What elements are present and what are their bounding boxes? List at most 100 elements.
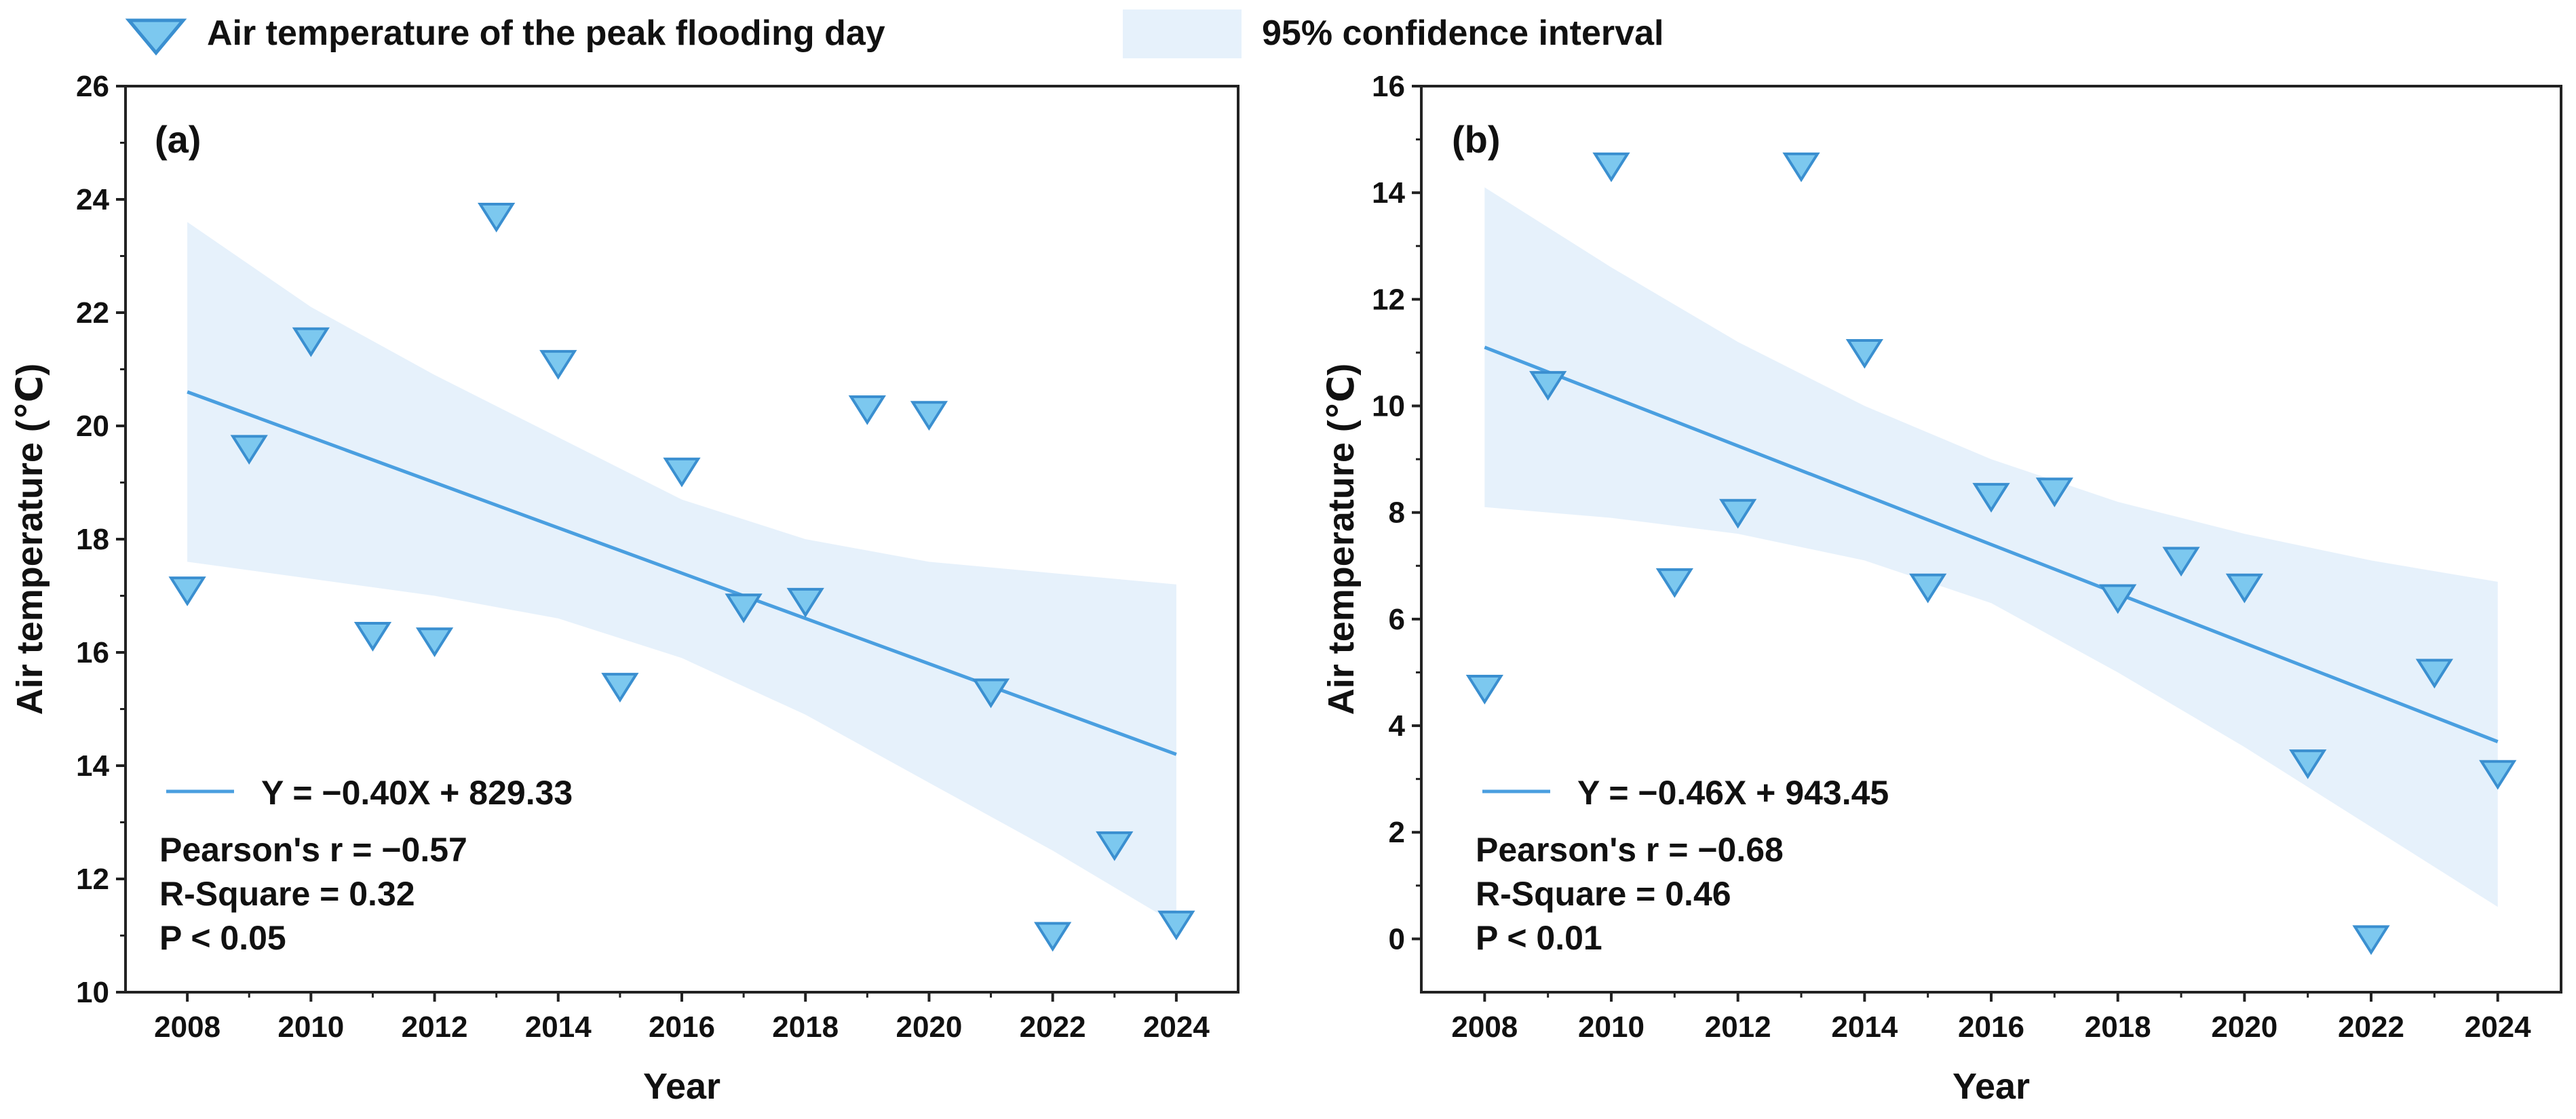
- x-axis-ticks: 2008 2010 2012 2014 2016 2018 2020 2022 2024: [1451, 992, 2531, 1044]
- data-point: [2479, 760, 2517, 790]
- y-tick-label: 6: [1389, 603, 1405, 636]
- regression-equation: Y = −0.40X + 829.33: [261, 774, 573, 812]
- panel-a: 2008 2010 2012 2014 2016 2018 2020 2022 2024 101…: [9, 70, 1239, 1107]
- data-point: [725, 593, 763, 623]
- regression-equation: Y = −0.46X + 943.45: [1577, 774, 1889, 812]
- x-tick-label: 2008: [154, 1010, 220, 1044]
- p-value: P < 0.01: [1476, 919, 1602, 957]
- data-point: [2289, 749, 2327, 779]
- data-point: [1465, 675, 1503, 705]
- data-point: [1972, 483, 2010, 513]
- data-point: [2415, 659, 2453, 689]
- data-point: [2035, 477, 2073, 508]
- x-tick-label: 2008: [1451, 1010, 1518, 1044]
- confidence-band: [1484, 187, 2498, 907]
- data-point: [1592, 152, 1630, 182]
- regression-line: [187, 390, 1177, 756]
- data-point: [1655, 568, 1693, 598]
- legend: Air temperature of the peak flooding day…: [125, 9, 1664, 58]
- legend-marker-label: Air temperature of the peak flooding day: [207, 14, 885, 53]
- data-point: [2352, 925, 2390, 956]
- y-tick-label: 12: [1372, 283, 1405, 316]
- panel-label: (b): [1452, 118, 1501, 161]
- regression-line: [1484, 345, 2499, 743]
- y-tick-label: 22: [76, 296, 109, 330]
- data-point: [972, 678, 1010, 709]
- x-tick-label: 2010: [277, 1010, 344, 1044]
- data-points: [1465, 152, 2517, 956]
- data-point: [1845, 338, 1883, 369]
- y-tick-label: 4: [1389, 709, 1406, 743]
- y-tick-label: 12: [76, 863, 109, 896]
- p-value: P < 0.05: [159, 919, 286, 957]
- x-tick-label: 2014: [525, 1010, 592, 1044]
- data-point: [478, 203, 516, 233]
- x-axis-ticks: 2008 2010 2012 2014 2016 2018 2020 2022 2024: [154, 992, 1210, 1044]
- x-tick-label: 2014: [1831, 1010, 1898, 1044]
- x-tick-label: 2012: [402, 1010, 468, 1044]
- data-point: [2099, 584, 2137, 614]
- x-axis-title: Year: [1953, 1066, 2030, 1107]
- x-tick-label: 2016: [649, 1010, 715, 1044]
- x-tick-label: 2010: [1578, 1010, 1645, 1044]
- y-axis-ticks: 10 12 14 16 18 20 22 24 26: [76, 70, 126, 1009]
- y-tick-label: 24: [76, 183, 109, 216]
- data-point: [2225, 573, 2263, 604]
- x-tick-label: 2022: [1020, 1010, 1086, 1044]
- data-point: [1034, 922, 1072, 952]
- y-tick-label: 26: [76, 70, 109, 103]
- data-point: [1909, 573, 1947, 604]
- r-square: R-Square = 0.32: [159, 875, 415, 913]
- y-tick-label: 18: [76, 523, 109, 556]
- panel-b: 2008 2010 2012 2014 2016 2018 2020 2022 2024 0 2 4…: [1321, 70, 2562, 1107]
- y-tick-label: 2: [1389, 816, 1405, 849]
- y-axis-title: Air temperature (℃): [1321, 364, 1362, 715]
- data-point: [1719, 498, 1757, 529]
- x-tick-label: 2012: [1705, 1010, 1771, 1044]
- data-points: [168, 203, 1195, 952]
- y-tick-label: 16: [76, 636, 109, 669]
- data-point: [601, 673, 639, 703]
- data-point: [292, 327, 330, 357]
- y-tick-label: 8: [1389, 496, 1405, 530]
- x-tick-label: 2016: [1958, 1010, 2024, 1044]
- data-point: [786, 587, 824, 618]
- data-point: [663, 457, 701, 488]
- legend-band-swatch: [1123, 9, 1242, 58]
- data-point: [539, 350, 577, 380]
- legend-band-label: 95% confidence interval: [1262, 14, 1664, 53]
- y-tick-label: 0: [1389, 922, 1405, 956]
- data-point: [1157, 910, 1195, 941]
- pearson-r: Pearson's r = −0.68: [1476, 831, 1784, 869]
- data-point: [1096, 831, 1134, 861]
- data-point: [415, 627, 454, 658]
- data-point: [2162, 547, 2200, 577]
- y-tick-label: 14: [76, 749, 109, 783]
- x-tick-label: 2018: [772, 1010, 839, 1044]
- x-tick-label: 2020: [2211, 1010, 2277, 1044]
- data-point: [1782, 152, 1820, 182]
- y-tick-label: 10: [76, 976, 109, 1009]
- pearson-r: Pearson's r = −0.57: [159, 831, 467, 869]
- y-tick-label: 20: [76, 410, 109, 443]
- data-point: [848, 395, 886, 425]
- y-axis-title: Air temperature (℃): [9, 364, 50, 715]
- y-tick-label: 16: [1372, 70, 1405, 103]
- x-tick-label: 2020: [896, 1010, 962, 1044]
- x-tick-label: 2022: [2338, 1010, 2404, 1044]
- x-tick-label: 2024: [2465, 1010, 2531, 1044]
- x-tick-label: 2018: [2085, 1010, 2151, 1044]
- data-point: [230, 435, 268, 465]
- y-tick-label: 14: [1372, 176, 1405, 210]
- data-point: [168, 576, 206, 606]
- x-axis-title: Year: [643, 1066, 720, 1107]
- data-point: [910, 401, 948, 431]
- r-square: R-Square = 0.46: [1476, 875, 1731, 913]
- y-tick-label: 10: [1372, 390, 1405, 423]
- x-tick-label: 2024: [1143, 1010, 1210, 1044]
- y-axis-ticks: 0 2 4 6 8 10 12 14 16: [1372, 70, 1421, 956]
- data-point: [1529, 371, 1567, 401]
- legend-marker-icon: [125, 18, 187, 56]
- panel-label: (a): [155, 118, 201, 161]
